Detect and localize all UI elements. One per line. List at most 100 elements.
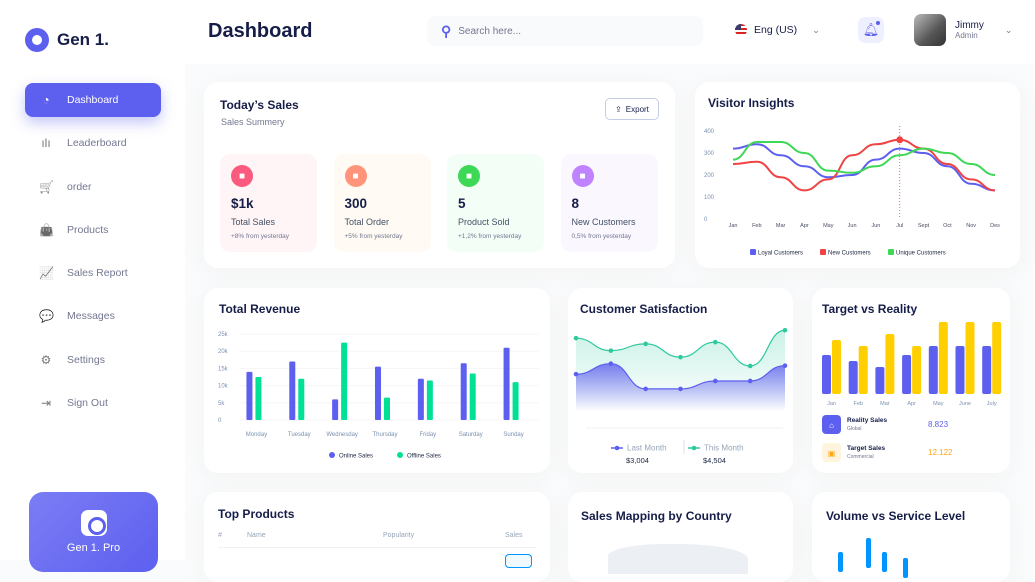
stat-value: $1k [231,196,254,211]
series-total: $3,004 [626,456,649,465]
logo[interactable]: Gen 1. [25,28,109,52]
cart-icon: 🛒 [39,179,54,194]
bar-offline-sales [512,382,519,420]
sign-out-icon: ⇥ [40,396,52,411]
x-tick-label: Saturday [459,432,483,438]
sidebar-item-sign-out[interactable]: ⇥ Sign Out [25,386,161,420]
bar-online-sales [417,378,424,420]
legend-label: This Month [704,444,744,453]
avatar [914,14,946,46]
stat-value: 8 [571,196,580,211]
bar-online-sales [460,363,467,420]
y-tick-label: 25k [218,332,229,338]
user-menu[interactable]: Jimmy Admin ⌄ [914,14,1012,46]
column-header: Sales [505,532,523,539]
bar-offline-sales [384,397,390,420]
stat-label: Product Sold [458,217,510,227]
page-title: Dashboard [208,20,313,42]
volume-bar [882,552,887,572]
x-tick-label: Feb [752,223,761,229]
user-name: Jimmy [955,20,984,31]
data-point [608,348,614,353]
bar-offline-sales [255,377,262,420]
sidebar-item-products[interactable]: 👜 Products [25,213,161,247]
x-tick-label: Wednesday [326,432,358,438]
bar-reality-sales [902,355,912,394]
export-button[interactable]: ⇪ Export [605,98,659,120]
stat-icon: ■ [571,165,594,187]
sidebar-item-label: Sales Report [67,267,128,280]
message-icon: 💬 [39,309,54,324]
x-tick-label: Jan [827,401,836,407]
x-tick-label: Tuesday [288,432,311,438]
bar-online-sales [332,399,339,420]
bar-target-sales [858,346,868,394]
bar-reality-sales [982,346,992,394]
sidebar: Gen 1. ◔ Dashboard ılı Leaderboard 🛒 order 👜 Pr… [0,0,185,572]
sidebar-nav: ◔ Dashboard ılı Leaderboard 🛒 order 👜 Products 📈… [25,83,161,429]
stat-delta: 0,5% from yesterday [571,233,632,240]
sidebar-item-order[interactable]: 🛒 order [25,170,161,204]
stat-delta: +5% from yesterday [344,233,403,240]
y-tick-label: 0 [704,217,708,223]
sidebar-item-settings[interactable]: ⚙ Settings [25,343,161,377]
data-point [643,386,648,392]
legend-label: Online Sales [339,454,373,460]
stat-card: ■ $1k Total Sales +8% from yesterday [220,154,317,252]
summary-sub: Commercial [847,454,874,460]
bar-offline-sales [341,342,348,420]
target-vs-reality-chart: Jan Feb Mar Apr May June July ⌂ Reality Sales Glo… [822,322,1002,462]
search-input[interactable]: ⚲ Search here... [427,16,703,46]
sidebar-item-label: Settings [67,353,105,366]
y-tick-label: 400 [704,129,715,135]
series-total: $4,504 [703,456,726,465]
volume-bar [866,538,871,568]
header: Dashboard ⚲ Search here... Eng (US) ⌄ 🔔︎ J… [185,0,1035,64]
bar-reality-sales [955,346,965,394]
language-select[interactable]: Eng (US) ⌄ [735,24,820,36]
bell-icon: 🔔︎ [862,22,880,37]
stat-label: Total Sales [231,217,276,227]
sidebar-item-sales-report[interactable]: 📈 Sales Report [25,256,161,290]
legend-dot [691,445,697,451]
sidebar-item-dashboard[interactable]: ◔ Dashboard [25,83,161,117]
highlight-point [896,136,904,144]
card-title: Today’s Sales [220,98,299,112]
card-title: Volume vs Service Level [826,509,966,523]
logo-icon [25,28,49,52]
notifications-button[interactable]: 🔔︎ [858,17,884,43]
data-point [782,327,788,333]
stat-label: New Customers [571,217,636,227]
bar-target-sales [938,322,948,394]
sidebar-item-messages[interactable]: 💬 Messages [25,299,161,333]
legend-dot [397,452,403,458]
reality-icon-box [822,415,841,434]
summary-value: 12.122 [928,448,953,457]
x-tick-label: Apr [800,223,809,229]
y-tick-label: 10k [218,384,229,390]
total-revenue-chart: 0 5k 10k 15k 20k 25k Monday Tuesday Wednesday Thu… [218,332,539,460]
bar-reality-sales [928,346,938,394]
x-tick-label: Mar [776,223,786,229]
series-line-loyal-customers [732,143,996,192]
pro-upgrade-card[interactable]: Gen 1. Pro [29,492,158,572]
chevron-down-icon: ⌄ [1004,24,1013,35]
summary-sub: Global [847,426,861,432]
y-tick-label: 300 [704,151,715,157]
stat-value: 5 [458,196,466,211]
y-tick-label: 20k [218,349,229,355]
card-title: Top Products [218,507,295,521]
bar-online-sales [289,361,296,420]
line-chart-icon: 📈 [39,266,54,281]
x-tick-label: Mar [880,401,890,407]
legend-dot [614,445,620,451]
table-header: # Name Popularity Sales [218,532,536,548]
bar-offline-sales [298,378,305,420]
bar-target-sales [832,340,841,394]
data-point [747,363,753,369]
sidebar-item-leaderboard[interactable]: ılı Leaderboard [25,126,161,160]
x-tick-label: May [933,401,944,407]
legend-label: Last Month [627,444,667,453]
bar-target-sales [885,334,895,394]
x-tick-label: June [959,401,971,407]
